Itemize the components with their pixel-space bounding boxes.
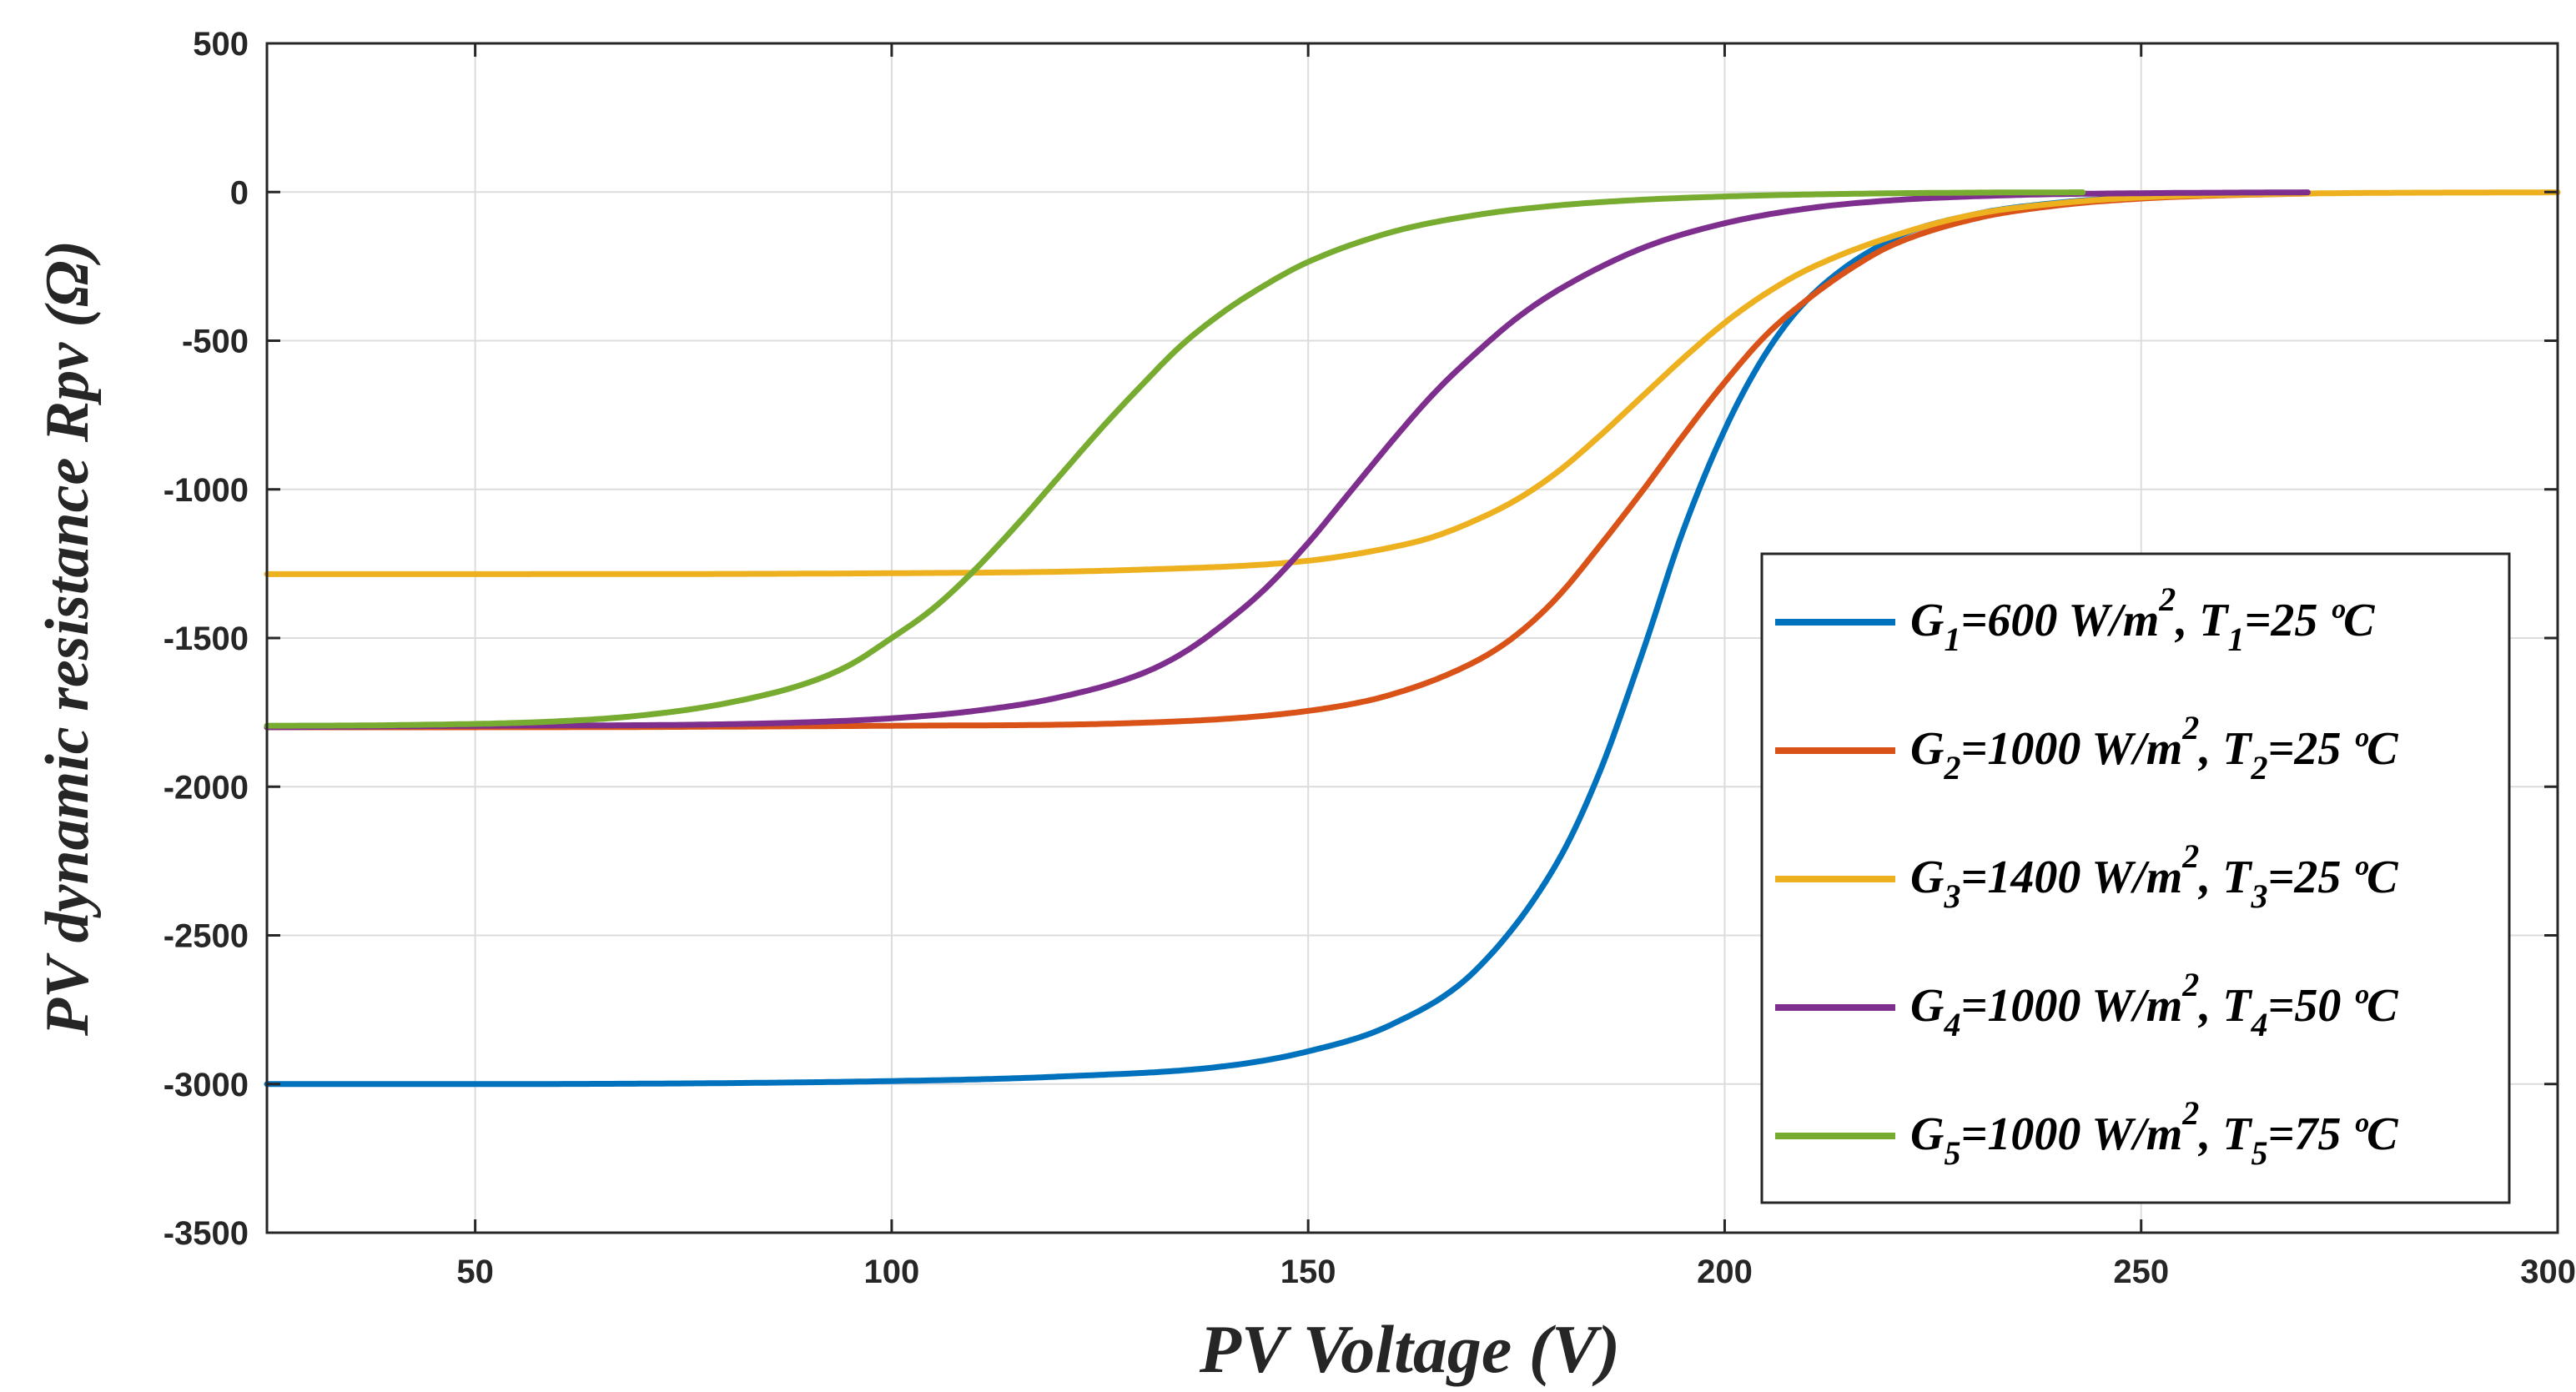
x-tick-label: 300 — [2520, 1254, 2576, 1290]
x-tick-label: 50 — [456, 1254, 494, 1290]
legend-item: G1=600 W/m2, T1=25 ºC — [1775, 580, 2375, 658]
y-tick-label: 500 — [193, 26, 249, 63]
series-lines — [264, 189, 2561, 1088]
y-tick-label: -1500 — [164, 621, 249, 657]
y-tick-label: -500 — [182, 324, 249, 360]
legend-label-5: G5=1000 W/m2, T5=75 ºC — [1910, 1094, 2398, 1172]
y-tick-label: -3000 — [164, 1067, 249, 1103]
series-line-4 — [264, 189, 2311, 731]
x-tick-label: 200 — [1697, 1254, 1753, 1290]
y-tick-label: -2000 — [164, 769, 249, 806]
legend-item: G3=1400 W/m2, T3=25 ºC — [1775, 837, 2398, 915]
legend-label-4: G4=1000 W/m2, T4=50 ºC — [1910, 966, 2398, 1043]
tick-labels: 50 100 150 200 250 300 500 0 -500 -1000 -1500 -2000… — [164, 26, 2576, 1290]
y-tick-label: 0 — [230, 174, 249, 211]
x-tick-label: 250 — [2113, 1254, 2169, 1290]
legend-label-3: G3=1400 W/m2, T3=25 ºC — [1910, 837, 2398, 915]
x-axis-label: PV Voltage (V) — [1199, 1311, 1620, 1387]
y-axis-label: PV dynamic resistance Rpv (Ω) — [33, 240, 102, 1037]
series-line-3 — [264, 189, 2561, 577]
y-tick-label: -2500 — [164, 918, 249, 955]
x-tick-label: 150 — [1280, 1254, 1336, 1290]
legend-label-1: G1=600 W/m2, T1=25 ºC — [1910, 580, 2375, 658]
legend-item: G4=1000 W/m2, T4=50 ºC — [1775, 966, 2398, 1043]
y-tick-label: -3500 — [164, 1215, 249, 1252]
legend-item: G2=1000 W/m2, T2=25 ºC — [1775, 709, 2398, 786]
x-tick-label: 100 — [864, 1254, 920, 1290]
legend-item: G5=1000 W/m2, T5=75 ºC — [1775, 1094, 2398, 1172]
legend-label-2: G2=1000 W/m2, T2=25 ºC — [1910, 709, 2398, 786]
y-tick-label: -1000 — [164, 472, 249, 509]
legend: G1=600 W/m2, T1=25 ºC G2=1000 W/m2, T2=25… — [1760, 552, 2511, 1204]
series-line-5 — [264, 189, 2086, 729]
tick-marks — [267, 42, 2559, 1234]
